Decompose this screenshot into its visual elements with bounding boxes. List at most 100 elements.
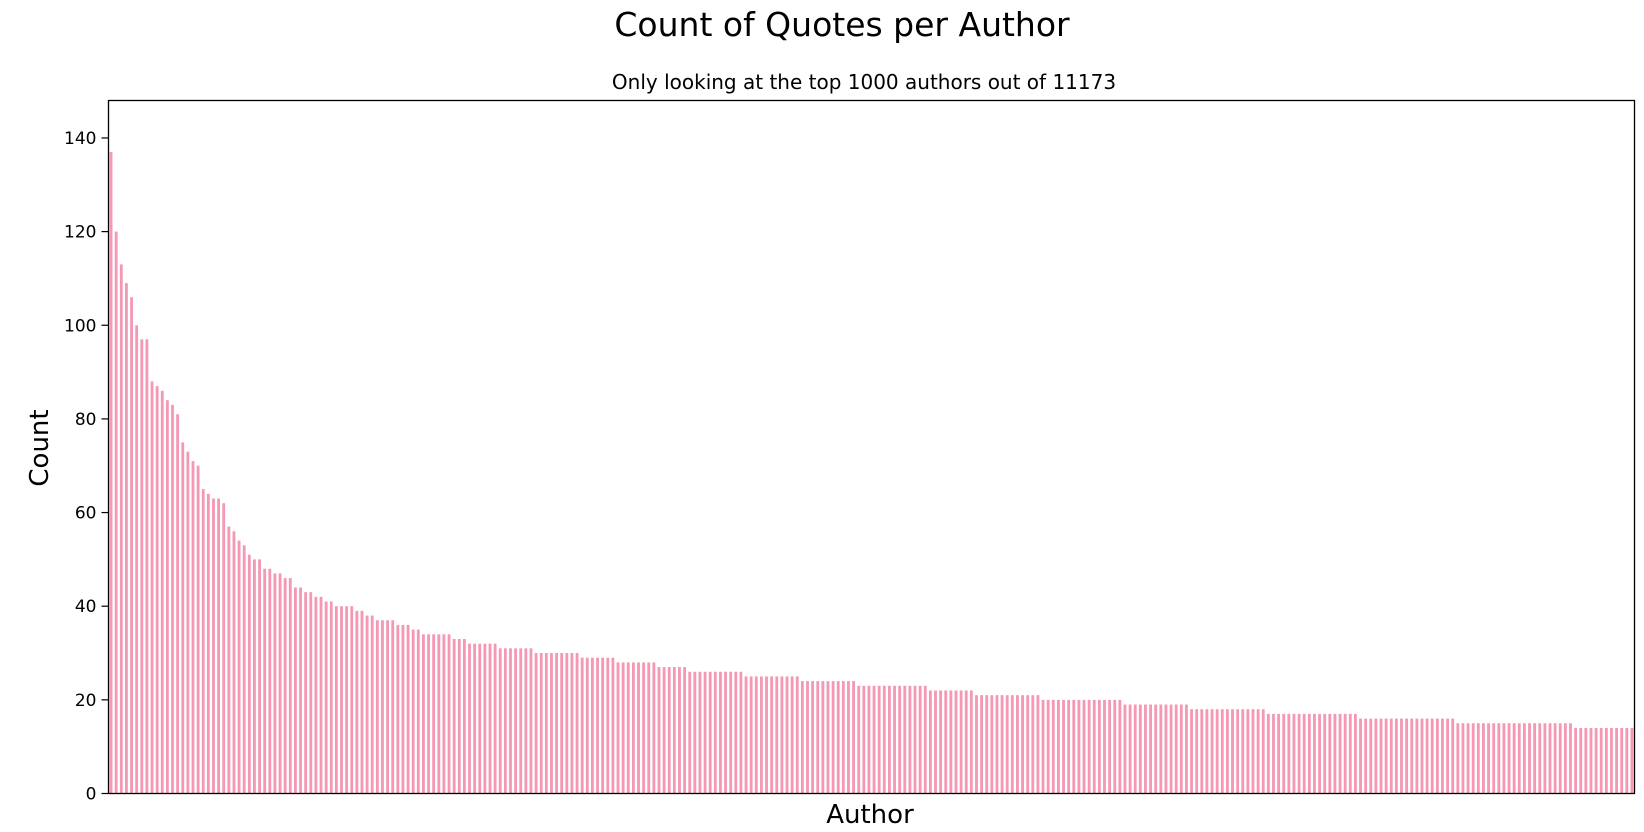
bar [217, 498, 221, 794]
bar [749, 676, 753, 794]
bar [928, 690, 932, 794]
bar [575, 653, 579, 794]
bar [381, 620, 384, 794]
bar [1051, 699, 1055, 794]
bar [1563, 723, 1567, 794]
bar [759, 676, 763, 794]
bar [1082, 699, 1086, 794]
bar [811, 681, 815, 794]
bar [1430, 718, 1434, 794]
bar [406, 624, 410, 794]
bar [729, 671, 733, 794]
bar [468, 643, 471, 794]
bar [550, 653, 553, 794]
bar [1026, 695, 1030, 794]
bar [1620, 727, 1624, 794]
bar [1410, 718, 1414, 794]
bar [1195, 709, 1199, 794]
bar [329, 601, 333, 794]
bar [309, 592, 313, 794]
bar [1441, 718, 1444, 794]
bar [386, 620, 389, 794]
bar [1164, 704, 1168, 794]
bar [176, 414, 180, 794]
bar [145, 339, 149, 794]
bar [350, 606, 354, 794]
bar [1604, 727, 1608, 794]
bar [790, 676, 794, 794]
bar [923, 685, 927, 794]
bar [1533, 723, 1537, 794]
bar [944, 690, 948, 794]
bar [980, 695, 984, 794]
bar [657, 667, 661, 794]
bar [1128, 704, 1132, 794]
bar [708, 671, 712, 794]
bar [1323, 713, 1327, 794]
bar [191, 461, 195, 794]
bar [473, 643, 477, 794]
bar [1369, 718, 1373, 794]
bars-group [109, 152, 1634, 794]
bar [340, 606, 343, 794]
bar [1594, 727, 1598, 794]
bar [422, 634, 425, 794]
bar [560, 653, 564, 794]
bar [509, 648, 512, 794]
bar [1123, 704, 1127, 794]
bar [1169, 704, 1173, 794]
bar [652, 662, 656, 794]
bar [918, 685, 922, 794]
bar [1205, 709, 1209, 794]
bar [1297, 713, 1301, 794]
bar [1379, 718, 1383, 794]
bar [462, 638, 466, 794]
bar [1067, 699, 1071, 794]
bar [140, 339, 144, 794]
bar [1471, 723, 1475, 794]
bar [1313, 713, 1316, 794]
bar [1476, 723, 1480, 794]
bar [1031, 695, 1035, 794]
bar [130, 297, 133, 794]
bar [1343, 713, 1347, 794]
bar [1092, 699, 1096, 794]
y-tick-label: 0 [86, 785, 97, 805]
bar [150, 381, 154, 794]
bar [1466, 723, 1470, 794]
bar [1318, 713, 1321, 794]
bar [1251, 709, 1255, 794]
bar [1282, 713, 1286, 794]
bar [1097, 699, 1101, 794]
bar [1625, 727, 1629, 794]
bar [601, 657, 605, 794]
bar [1200, 709, 1204, 794]
bar [114, 231, 118, 794]
bar [155, 386, 159, 794]
bar [201, 489, 205, 794]
bar [1118, 699, 1122, 794]
bar [877, 685, 881, 794]
bar [442, 634, 446, 794]
bar [365, 615, 369, 794]
bar [1307, 713, 1311, 794]
bar [724, 671, 727, 794]
bar [1615, 727, 1618, 794]
bar [754, 676, 758, 794]
bar [1159, 704, 1163, 794]
bar [288, 578, 292, 794]
bar [1179, 704, 1183, 794]
bar [135, 325, 139, 794]
bar [334, 606, 338, 794]
bar [975, 695, 978, 794]
bar [1425, 718, 1429, 794]
bar [1077, 699, 1081, 794]
bar [1266, 713, 1270, 794]
bar [1456, 723, 1460, 794]
bar [534, 653, 538, 794]
bar [427, 634, 430, 794]
bar [1144, 704, 1147, 794]
bar [1292, 713, 1296, 794]
bar [1190, 709, 1193, 794]
bar [109, 152, 113, 794]
